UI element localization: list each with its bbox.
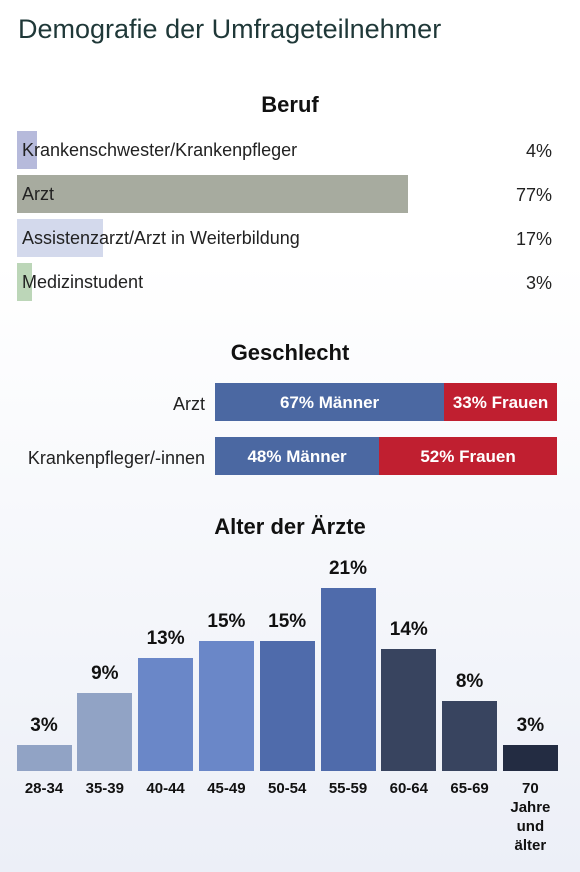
bar [259, 640, 315, 771]
category-label: Assistenzarzt/Arzt in Weiterbildung [22, 228, 300, 248]
bar [320, 588, 376, 771]
x-tick-label: 55-59 [328, 780, 368, 797]
bar-segment [444, 383, 557, 421]
category-label: Arzt [172, 394, 205, 414]
value-label: 3% [30, 714, 58, 736]
value-label: 8% [455, 671, 484, 693]
value-label: 77% [515, 185, 552, 205]
category-label: Krankenschwester/Krankenpfleger [22, 140, 298, 160]
bar [17, 131, 38, 169]
bar [77, 692, 133, 771]
x-tick-label: 45-49 [207, 780, 246, 797]
x-tick-label: 70 Jahre und älter [510, 780, 551, 854]
value-label: 14% [389, 619, 428, 641]
value-label: 9% [91, 662, 119, 684]
page-title: Demografie der Umfrageteilnehmer [18, 14, 442, 44]
segment-label: 52% Frauen [420, 447, 516, 466]
value-label: 3% [516, 714, 545, 736]
bar [17, 219, 104, 257]
value-label: 3% [525, 273, 552, 293]
bar [138, 657, 194, 771]
category-label: Medizinstudent [22, 272, 144, 292]
segment-label: 67% Männer [279, 393, 380, 412]
value-label: 15% [268, 610, 307, 632]
section-title: Beruf [261, 92, 319, 117]
bar [502, 744, 558, 771]
bar [16, 744, 72, 771]
bar-segment [215, 437, 380, 475]
bar-segment [379, 437, 557, 475]
x-tick-label: 35-39 [85, 780, 124, 797]
bar [381, 649, 437, 771]
bar [442, 701, 498, 771]
value-label: 21% [328, 558, 368, 580]
bar [198, 640, 254, 771]
bar-segment [215, 383, 445, 421]
bar [17, 175, 409, 213]
x-tick-label: 65-69 [450, 780, 489, 797]
x-tick-label: 50-54 [268, 780, 307, 797]
category-label: Arzt [22, 184, 55, 204]
bar [17, 263, 33, 301]
section-title: Alter der Ärzte [214, 514, 366, 539]
value-label: 15% [207, 610, 246, 632]
value-label: 17% [515, 229, 552, 249]
category-label: Krankenpfleger/-innen [27, 448, 205, 468]
x-tick-label: 40-44 [146, 780, 185, 797]
segment-label: 33% Frauen [452, 393, 549, 412]
section-title: Geschlecht [230, 340, 350, 365]
segment-label: 48% Männer [247, 447, 347, 466]
value-label: 13% [146, 627, 185, 649]
x-tick-label: 60-64 [389, 780, 428, 797]
value-label: 4% [525, 141, 552, 161]
x-tick-label: 28-34 [24, 780, 64, 797]
